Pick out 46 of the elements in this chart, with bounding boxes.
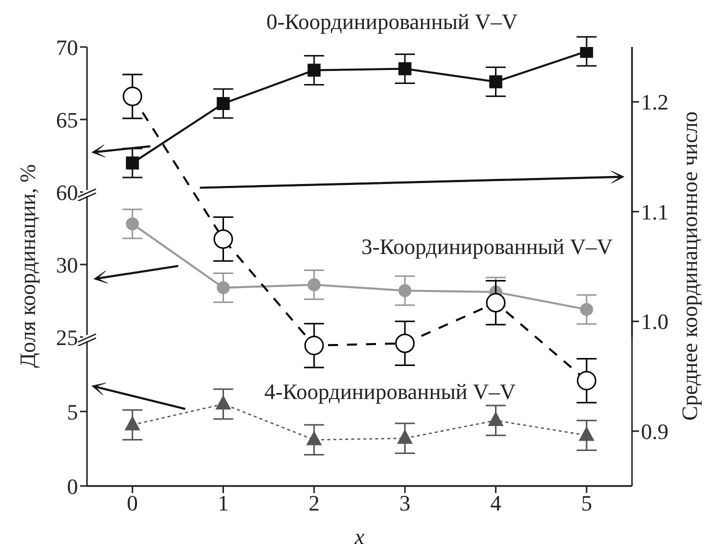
- y-tick-label: 25: [56, 324, 78, 350]
- y-tick-label: 0: [67, 474, 78, 499]
- point: [214, 229, 233, 249]
- point: [216, 396, 231, 410]
- point: [489, 75, 502, 88]
- y-tick-label: 70: [56, 34, 78, 60]
- point: [306, 431, 322, 446]
- point: [580, 302, 594, 316]
- x-axis-title: x: [354, 524, 365, 544]
- y-axis-title: Доля координации, %: [15, 164, 41, 368]
- point: [126, 217, 139, 230]
- x-tick-label: 4: [490, 490, 502, 516]
- point: [488, 412, 504, 426]
- point: [576, 370, 596, 390]
- y-tick-label: 30: [56, 252, 78, 278]
- point: [395, 334, 415, 354]
- x-tick-label: 5: [581, 490, 592, 516]
- point: [308, 278, 321, 292]
- point: [580, 47, 594, 58]
- point: [122, 86, 142, 106]
- x-tick-label: 0: [126, 490, 138, 516]
- point: [398, 62, 412, 76]
- point: [124, 416, 140, 430]
- x-tick-label: 2: [308, 490, 320, 516]
- point: [126, 156, 139, 170]
- point: [216, 281, 230, 294]
- y2-tick-label: 0.9: [641, 418, 668, 444]
- x-tick-label: 3: [399, 490, 410, 516]
- y-tick-label: 5: [67, 399, 78, 424]
- y2-tick-label: 1.2: [641, 90, 668, 115]
- point: [397, 430, 412, 444]
- y2-axis-title: Среднее координационное число: [677, 111, 703, 421]
- x-tick-label: 1: [218, 490, 229, 516]
- point: [579, 426, 594, 441]
- y-tick-label: 65: [56, 107, 78, 132]
- y-tick-label: 60: [56, 180, 78, 205]
- point: [398, 284, 412, 298]
- point: [216, 97, 230, 110]
- point: [486, 292, 506, 312]
- series-label: 3-Координированный V–V: [361, 234, 613, 260]
- point: [308, 64, 321, 77]
- series-label: 4-Координированный V–V: [264, 379, 516, 405]
- point: [304, 336, 324, 356]
- series-label: 0-Координированный V–V: [266, 9, 518, 35]
- y2-tick-label: 1.1: [641, 199, 668, 224]
- y2-tick-label: 1.0: [641, 309, 668, 334]
